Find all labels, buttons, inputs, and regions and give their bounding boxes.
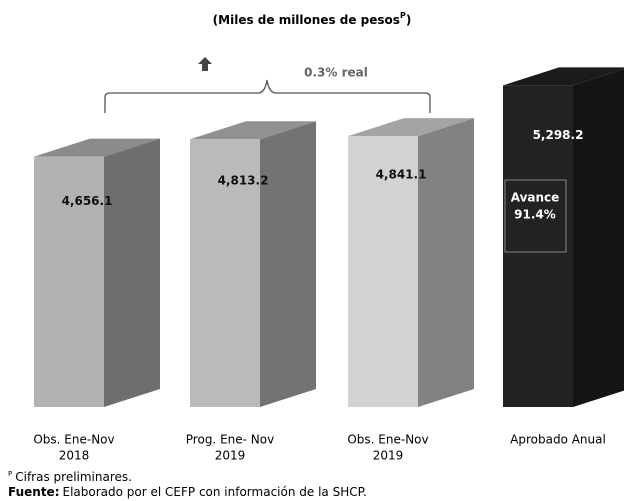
bar-side xyxy=(418,118,474,408)
avance-label: 91.4% xyxy=(514,208,556,222)
x-tick-label: 2019 xyxy=(215,449,246,463)
growth-annotation: 0.3% real xyxy=(304,66,368,80)
bar-side xyxy=(573,69,624,407)
up-arrow xyxy=(198,57,212,71)
x-tick-label: 2019 xyxy=(373,449,404,463)
value-label: 4,841.1 xyxy=(376,168,427,182)
avance-box xyxy=(504,179,567,253)
note-text: Cifras preliminares. xyxy=(15,470,132,484)
chart-title: (Miles de millones de pesosP) xyxy=(213,11,412,27)
x-tick-label: Aprobado Anual xyxy=(510,433,606,447)
source-label: Fuente: xyxy=(8,485,60,499)
x-tick-label: Prog. Ene- Nov xyxy=(186,433,274,447)
bar xyxy=(34,156,104,407)
title-text: (Miles de millones de pesos xyxy=(213,13,400,27)
footnote: P Cifras preliminares. xyxy=(8,470,132,484)
x-tick-label: 2018 xyxy=(59,449,90,463)
avance-label: Avance xyxy=(511,191,560,205)
bar-top xyxy=(190,121,316,140)
bar-top xyxy=(503,67,624,86)
source-text: Elaborado por el CEFP con información de… xyxy=(63,485,367,499)
note-mark: P xyxy=(8,470,12,478)
x-tick-label: Obs. Ene-Nov xyxy=(33,433,114,447)
bar xyxy=(503,85,573,408)
bar-side xyxy=(260,121,316,407)
value-label: 4,813.2 xyxy=(218,174,269,188)
bar-top xyxy=(34,138,160,157)
bracket xyxy=(104,79,431,113)
x-tick-label: Obs. Ene-Nov xyxy=(347,433,428,447)
bar-top xyxy=(348,118,474,137)
value-label: 4,656.1 xyxy=(62,194,113,208)
bar-side xyxy=(104,138,160,407)
title-superscript: P xyxy=(400,11,406,20)
bar xyxy=(348,136,418,407)
bar xyxy=(190,139,260,407)
source: Fuente: Elaborado por el CEFP con informa… xyxy=(8,485,367,499)
title-end: ) xyxy=(406,13,411,27)
value-label: 5,298.2 xyxy=(533,128,584,142)
